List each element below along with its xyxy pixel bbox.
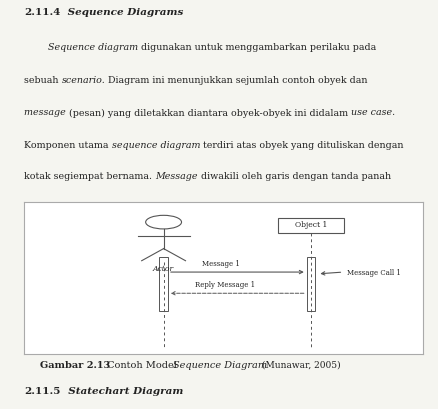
Text: sebuah: sebuah (24, 76, 62, 85)
Text: Reply Message 1: Reply Message 1 (195, 281, 255, 290)
Text: Actor: Actor (153, 265, 174, 273)
Text: message: message (24, 108, 69, 117)
Text: Contoh Model: Contoh Model (104, 361, 180, 370)
Text: Statechart Diagram: Statechart Diagram (61, 387, 184, 396)
Text: Message: Message (155, 172, 198, 181)
Text: 2.11.5: 2.11.5 (24, 387, 60, 396)
Text: (Munawar, 2005).: (Munawar, 2005). (284, 202, 373, 211)
Text: scenario.: scenario. (62, 76, 106, 85)
Text: digunakan untuk menggambarkan perilaku pada: digunakan untuk menggambarkan perilaku p… (141, 43, 377, 52)
Text: Message Call 1: Message Call 1 (346, 269, 400, 277)
Text: Sequence Diagram: Sequence Diagram (173, 361, 267, 370)
Bar (307, 257, 315, 311)
Text: Message 1: Message 1 (202, 260, 240, 268)
Text: progress vertical: progress vertical (203, 202, 284, 211)
Bar (159, 257, 168, 311)
Text: use case.: use case. (351, 108, 395, 117)
Text: Komponen utama: Komponen utama (24, 141, 112, 150)
Text: Sequence Diagrams: Sequence Diagrams (64, 8, 183, 17)
Text: Object 1: Object 1 (295, 221, 327, 229)
Bar (278, 218, 344, 233)
Text: sequence diagram: sequence diagram (112, 141, 200, 150)
Text: Gambar 2.13: Gambar 2.13 (40, 361, 110, 370)
Text: (pesan) yang diletakkan diantara obyek-obyek ini didalam: (pesan) yang diletakkan diantara obyek-o… (69, 108, 351, 117)
Text: Diagram ini menunjukkan sejumlah contoh obyek dan: Diagram ini menunjukkan sejumlah contoh … (106, 76, 368, 85)
Text: Sequence diagram: Sequence diagram (24, 43, 141, 52)
Text: diwakili oleh garis dengan tanda panah: diwakili oleh garis dengan tanda panah (198, 172, 391, 181)
Text: terdiri atas obyek yang dituliskan dengan: terdiri atas obyek yang dituliskan denga… (200, 141, 403, 150)
Text: 2.11.4: 2.11.4 (24, 8, 60, 17)
Text: kotak segiempat bernama.: kotak segiempat bernama. (24, 172, 155, 181)
Text: (Munawar, 2005): (Munawar, 2005) (259, 361, 340, 370)
Text: dan waktu yang ditunjukkan dengan: dan waktu yang ditunjukkan dengan (24, 202, 203, 211)
